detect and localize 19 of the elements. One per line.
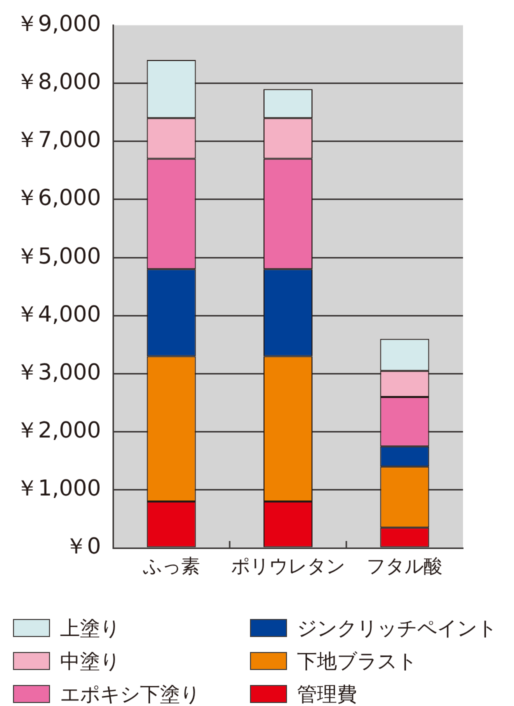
y-tick-label: ￥1,000 bbox=[16, 476, 101, 502]
x-tick-label: ふっ素 bbox=[142, 555, 200, 578]
y-tick-label: ￥9,000 bbox=[16, 12, 101, 37]
y-tick-label: ￥8,000 bbox=[16, 70, 101, 96]
legend-label: 上塗り bbox=[60, 616, 120, 640]
y-tick-label: ￥4,000 bbox=[16, 302, 101, 328]
legend-label: エポキシ下塗り bbox=[60, 682, 200, 706]
y-tick-label: ￥6,000 bbox=[16, 186, 101, 212]
y-tick-label: ￥7,000 bbox=[16, 128, 101, 154]
legend-label: 中塗り bbox=[60, 648, 120, 672]
legend-label: ジンクリッチペイント bbox=[297, 616, 497, 640]
legend-label: 下地ブラスト bbox=[297, 648, 417, 672]
y-tick-label: ￥2,000 bbox=[16, 418, 101, 444]
legend-label: 管理費 bbox=[297, 682, 357, 706]
x-tick-label: ポリウレタン bbox=[231, 555, 345, 578]
x-tick-label: フタル酸 bbox=[366, 555, 443, 578]
y-tick-label: ￥0 bbox=[65, 534, 101, 560]
y-tick-label: ￥5,000 bbox=[16, 244, 101, 270]
y-tick-label: ￥3,000 bbox=[16, 360, 101, 386]
